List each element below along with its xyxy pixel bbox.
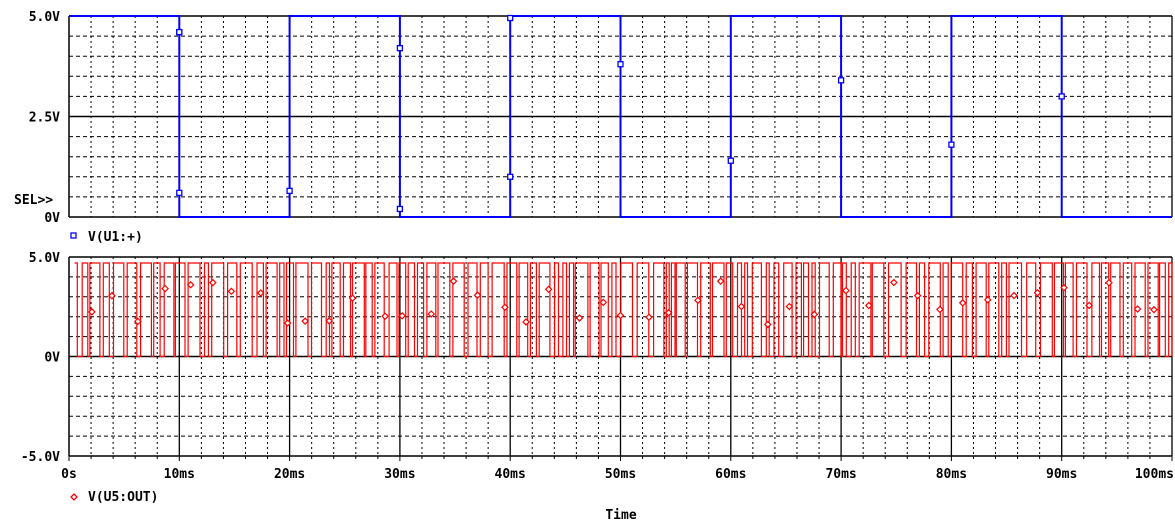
bottom-data-marker xyxy=(575,314,584,322)
top-data-marker xyxy=(837,77,845,84)
sel-marker-label[interactable]: SEL>> xyxy=(14,193,53,208)
bottom-data-marker xyxy=(501,303,509,312)
top-data-marker xyxy=(396,205,404,213)
x-tick-label: 20ms xyxy=(274,467,305,482)
bottom-y-tick-label: 5.0V xyxy=(29,251,60,266)
x-tick-label: 90ms xyxy=(1046,467,1077,482)
bottom-data-marker xyxy=(958,299,967,307)
top-data-marker xyxy=(507,14,514,22)
top-data-marker xyxy=(396,45,404,52)
top-data-marker xyxy=(727,157,734,164)
bottom-y-tick-label: -5.0V xyxy=(21,450,60,465)
top-y-tick-label: 2.5V xyxy=(29,111,60,126)
x-tick-label: 30ms xyxy=(384,467,415,482)
bottom-plot-series xyxy=(74,262,1173,358)
bottom-data-marker xyxy=(664,308,673,317)
x-tick-label: 100ms xyxy=(1135,467,1174,482)
top-plot-series xyxy=(69,14,1172,218)
bottom-data-marker xyxy=(108,291,116,300)
red-diamond-marker-icon xyxy=(70,493,78,501)
bottom-data-marker xyxy=(301,317,309,325)
bottom-data-marker xyxy=(1133,305,1142,313)
bottom-data-marker xyxy=(88,308,96,316)
top-data-marker xyxy=(617,61,624,68)
bottom-data-marker xyxy=(325,317,334,325)
bottom-data-marker xyxy=(645,313,653,322)
bottom-data-marker xyxy=(983,295,992,304)
bottom-data-marker xyxy=(1085,301,1094,310)
bottom-data-marker xyxy=(890,278,898,287)
bottom-legend-label: V(U5:OUT) xyxy=(88,490,158,505)
bottom-data-marker xyxy=(1105,278,1113,287)
bottom-data-marker xyxy=(694,296,702,305)
bottom-data-marker xyxy=(544,285,553,294)
bottom-data-marker xyxy=(1060,283,1068,292)
x-tick-label: 80ms xyxy=(936,467,967,482)
bottom-data-marker xyxy=(473,291,482,300)
bottom-data-marker xyxy=(842,286,850,295)
x-tick-label: 50ms xyxy=(605,467,636,482)
bottom-data-marker xyxy=(398,311,407,320)
bottom-data-marker xyxy=(522,318,530,326)
bottom-data-marker xyxy=(348,294,357,303)
bottom-data-marker xyxy=(599,298,608,307)
bottom-data-marker xyxy=(913,291,922,300)
bottom-data-marker xyxy=(1033,288,1042,297)
bottom-data-marker xyxy=(449,277,458,285)
bottom-series-line xyxy=(74,262,1173,358)
top-data-marker xyxy=(948,141,955,148)
bottom-data-marker xyxy=(134,317,142,326)
top-y-tick-label: 0V xyxy=(44,211,60,226)
x-tick-label: 60ms xyxy=(715,467,746,482)
bottom-data-marker xyxy=(1010,291,1018,300)
x-tick-label: 0s xyxy=(61,467,77,482)
x-axis-label: Time xyxy=(605,508,636,521)
bottom-data-marker xyxy=(381,312,389,321)
bottom-data-marker xyxy=(227,287,236,296)
x-tick-label: 40ms xyxy=(495,467,526,482)
top-series-line xyxy=(69,15,1172,218)
top-legend[interactable]: V(U1:+) xyxy=(70,230,143,245)
bottom-data-marker xyxy=(864,301,873,310)
top-data-marker xyxy=(176,189,183,197)
bottom-data-marker xyxy=(737,302,746,311)
top-y-tick-label: 5.0V xyxy=(29,10,60,25)
bottom-data-marker xyxy=(616,311,625,320)
bottom-data-marker xyxy=(810,310,819,319)
blue-square-marker-icon xyxy=(70,232,77,239)
top-data-marker xyxy=(507,173,514,180)
x-tick-label: 70ms xyxy=(825,467,856,482)
bottom-data-marker xyxy=(427,310,436,318)
bottom-data-marker xyxy=(161,284,170,293)
top-data-marker xyxy=(1058,93,1065,100)
bottom-data-marker xyxy=(209,278,217,287)
top-data-marker xyxy=(286,187,293,195)
bottom-data-marker xyxy=(716,277,725,285)
bottom-data-marker xyxy=(256,289,265,297)
bottom-data-marker xyxy=(186,280,195,289)
bottom-data-marker xyxy=(1150,305,1158,314)
bottom-data-marker xyxy=(936,305,944,314)
top-legend-label: V(U1:+) xyxy=(88,230,143,245)
x-tick-label: 10ms xyxy=(164,467,195,482)
bottom-y-tick-label: 0V xyxy=(44,351,60,366)
top-data-marker xyxy=(176,28,183,36)
bottom-data-marker xyxy=(283,319,292,327)
bottom-legend[interactable]: V(U5:OUT) xyxy=(70,490,158,505)
bottom-data-marker xyxy=(785,302,794,311)
bottom-data-marker xyxy=(763,320,772,329)
